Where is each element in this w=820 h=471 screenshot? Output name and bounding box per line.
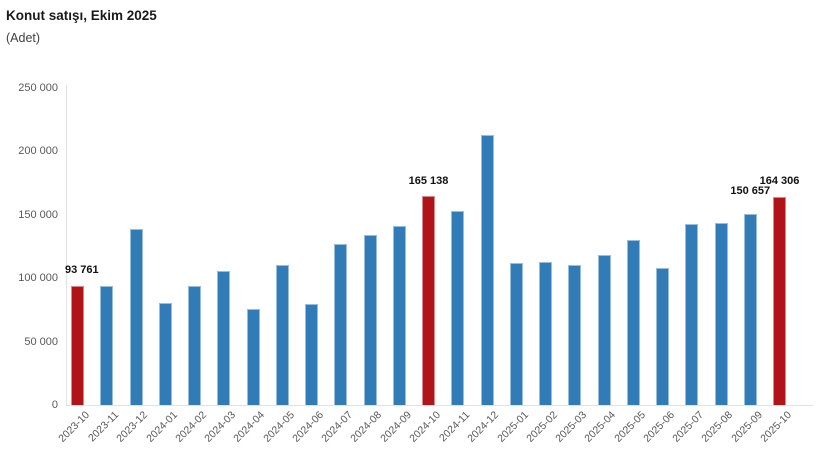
bar-2025-08[interactable] [714,223,728,405]
x-tick-label-2025-02: 2025-02 [524,409,560,445]
bar-2025-10[interactable] [773,197,786,405]
x-tick-label-2025-09: 2025-09 [728,409,765,445]
x-tick-label-2025-08: 2025-08 [699,409,736,445]
y-tick-label: 100 000 [18,272,58,285]
bar-2024-12[interactable] [480,135,494,405]
y-tick-label: 0 [51,399,58,411]
bar-2024-05[interactable] [275,265,289,405]
bar-2024-11[interactable] [451,211,465,405]
x-tick-label-2024-01: 2024-01 [143,409,180,445]
bar-2024-01[interactable] [158,303,172,405]
bar-2023-11[interactable] [100,286,114,405]
bar-2025-09[interactable] [743,214,757,405]
bar-2024-03[interactable] [217,271,231,405]
data-label-2023-10: 93 761 [65,264,99,276]
y-tick-label: 250 000 [18,82,58,94]
x-tick-label-2023-10: 2023-10 [56,409,92,445]
x-tick-label-2024-05: 2024-05 [260,409,297,445]
bar-2025-07[interactable] [685,224,699,405]
x-tick-label-2024-12: 2024-12 [465,409,502,445]
x-tick-label-2024-07: 2024-07 [319,409,356,445]
x-tick-label-2025-01: 2025-01 [494,409,531,445]
bar-2025-02[interactable] [539,262,552,405]
bar-2024-02[interactable] [188,286,201,405]
x-tick-label-2025-10: 2025-10 [758,409,794,445]
y-tick-label: 200 000 [18,145,58,158]
data-label-2025-09: 150 657 [730,185,771,197]
bar-2024-09[interactable] [392,226,406,405]
x-tick-label-2025-06: 2025-06 [641,409,677,445]
x-tick-label-2024-06: 2024-06 [290,409,326,445]
x-tick-label-2024-02: 2024-02 [173,409,209,445]
chart-title: Konut satışı, Ekim 2025 [6,8,157,23]
data-label-2025-10: 164 306 [759,175,800,187]
bar-2024-04[interactable] [246,309,260,405]
data-label-2024-10: 165 138 [408,175,449,187]
bar-2024-07[interactable] [334,244,348,405]
bar-2024-06[interactable] [305,304,318,405]
bar-2023-10[interactable] [71,286,84,405]
x-tick-label-2024-03: 2024-03 [202,409,239,445]
bar-2025-05[interactable] [626,240,640,405]
y-tick-label: 50 000 [24,335,58,348]
x-tick-label-2024-08: 2024-08 [348,409,385,445]
bar-2024-08[interactable] [363,235,377,405]
x-tick-label-2025-07: 2025-07 [670,409,707,445]
bar-2025-06[interactable] [656,268,669,405]
y-axis-line [66,85,67,405]
x-tick-label-2024-10: 2024-10 [407,409,443,445]
x-tick-label-2024-09: 2024-09 [377,409,414,445]
bar-2025-03[interactable] [568,265,582,405]
y-tick-label: 150 000 [18,208,58,221]
x-tick-label-2024-04: 2024-04 [231,409,268,445]
x-tick-label-2025-03: 2025-03 [553,409,590,445]
x-tick-label-2023-12: 2023-12 [114,409,151,445]
bar-2025-01[interactable] [509,263,523,405]
x-tick-label-2025-04: 2025-04 [582,409,619,445]
bar-2025-04[interactable] [597,255,611,405]
chart-subtitle: (Adet) [6,31,41,45]
bar-2024-10[interactable] [422,196,435,405]
bar-2023-12[interactable] [129,229,143,405]
x-axis-line [66,405,813,406]
x-tick-label-2025-05: 2025-05 [611,409,648,445]
